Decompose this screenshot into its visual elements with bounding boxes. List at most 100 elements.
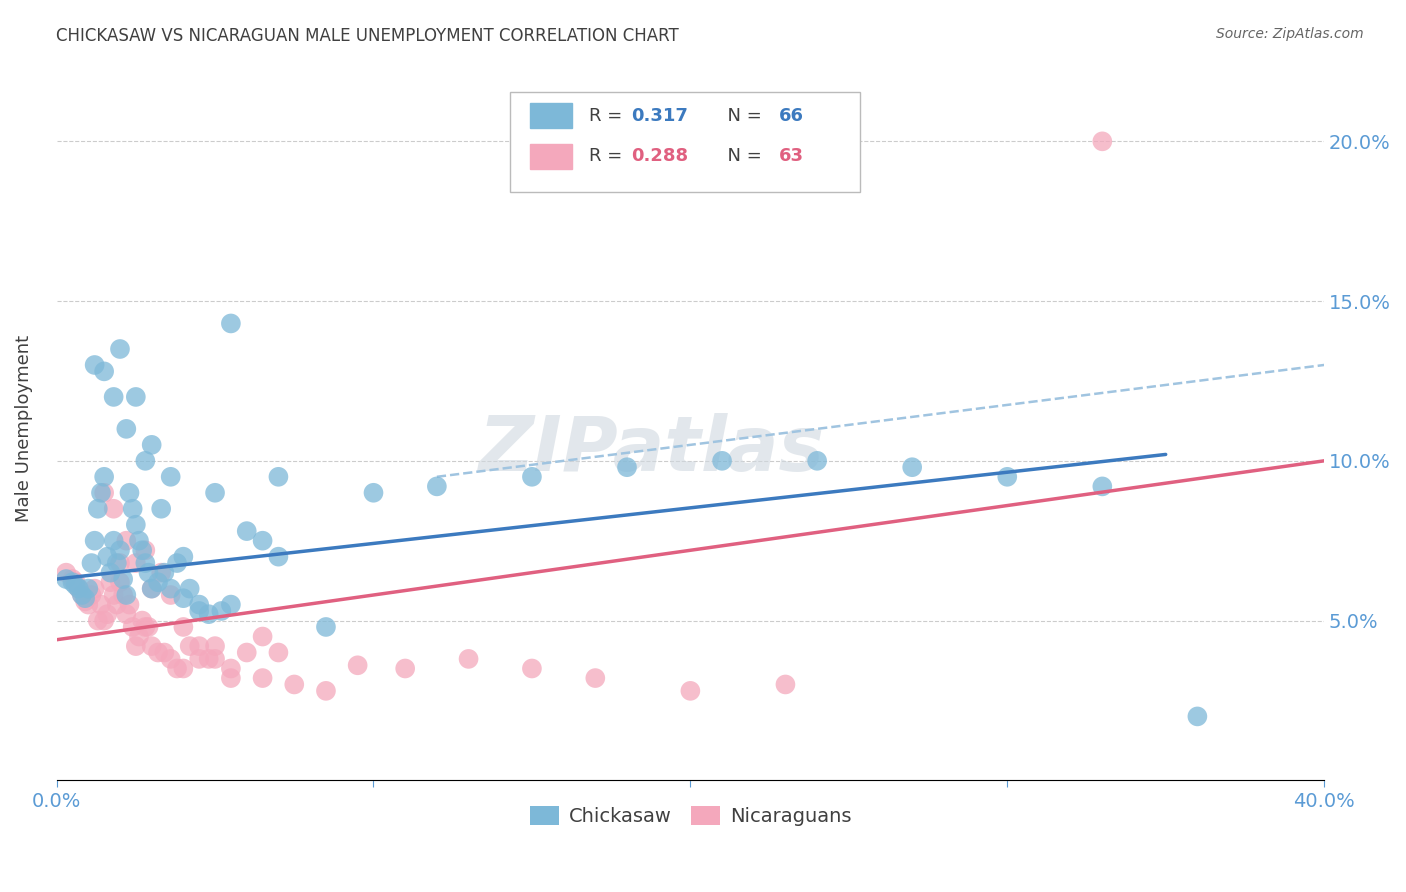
Point	[315, 620, 337, 634]
Text: R =: R =	[589, 147, 628, 165]
Point	[112, 588, 135, 602]
Point	[283, 677, 305, 691]
Point	[141, 438, 163, 452]
Text: N =: N =	[716, 107, 768, 125]
Point	[108, 342, 131, 356]
Y-axis label: Male Unemployment: Male Unemployment	[15, 335, 32, 523]
Point	[188, 652, 211, 666]
Point	[103, 588, 125, 602]
Point	[209, 604, 232, 618]
Point	[1091, 134, 1114, 148]
Point	[90, 485, 112, 500]
Point	[83, 533, 105, 548]
Point	[100, 566, 122, 580]
Point	[1187, 709, 1209, 723]
Point	[315, 683, 337, 698]
Point	[141, 582, 163, 596]
Point	[131, 543, 153, 558]
Point	[146, 575, 169, 590]
Point	[172, 549, 194, 564]
Point	[159, 470, 181, 484]
Point	[131, 614, 153, 628]
Point	[204, 652, 226, 666]
Text: 66: 66	[779, 107, 804, 125]
Point	[80, 556, 103, 570]
Point	[62, 575, 84, 590]
Text: Source: ZipAtlas.com: Source: ZipAtlas.com	[1216, 27, 1364, 41]
Point	[115, 607, 138, 622]
Point	[67, 582, 90, 596]
Point	[179, 639, 201, 653]
Point	[115, 588, 138, 602]
Point	[87, 501, 110, 516]
Point	[108, 556, 131, 570]
Point	[267, 549, 290, 564]
Point	[1091, 479, 1114, 493]
Text: 0.317: 0.317	[631, 107, 688, 125]
Text: ZIPatlas: ZIPatlas	[479, 413, 825, 487]
Point	[105, 598, 128, 612]
Point	[219, 317, 242, 331]
Point	[65, 575, 87, 590]
Point	[711, 454, 734, 468]
Point	[70, 588, 93, 602]
Point	[55, 566, 77, 580]
Point	[901, 460, 924, 475]
Point	[77, 582, 100, 596]
Point	[115, 422, 138, 436]
Point	[267, 470, 290, 484]
Point	[679, 683, 702, 698]
Point	[128, 630, 150, 644]
Point	[121, 501, 143, 516]
Point	[159, 582, 181, 596]
Point	[775, 677, 797, 691]
Point	[75, 591, 97, 606]
Point	[188, 604, 211, 618]
Point	[583, 671, 606, 685]
Point	[616, 460, 638, 475]
Point	[219, 671, 242, 685]
Point	[134, 543, 156, 558]
Point	[125, 390, 148, 404]
Point	[204, 639, 226, 653]
Point	[77, 598, 100, 612]
Point	[150, 501, 173, 516]
Point	[83, 358, 105, 372]
Point	[134, 454, 156, 468]
Point	[103, 501, 125, 516]
Point	[70, 588, 93, 602]
Point	[146, 646, 169, 660]
Point	[159, 652, 181, 666]
Point	[235, 524, 257, 538]
Point	[172, 591, 194, 606]
Point	[100, 575, 122, 590]
Point	[128, 533, 150, 548]
Point	[197, 652, 219, 666]
Point	[188, 639, 211, 653]
Point	[75, 594, 97, 608]
Point	[166, 661, 188, 675]
Point	[520, 661, 543, 675]
Point	[93, 364, 115, 378]
Point	[93, 470, 115, 484]
Point	[67, 582, 90, 596]
Point	[138, 620, 160, 634]
Point	[219, 598, 242, 612]
Point	[121, 620, 143, 634]
Text: CHICKASAW VS NICARAGUAN MALE UNEMPLOYMENT CORRELATION CHART: CHICKASAW VS NICARAGUAN MALE UNEMPLOYMEN…	[56, 27, 679, 45]
Point	[103, 390, 125, 404]
Point	[96, 549, 118, 564]
Point	[125, 639, 148, 653]
Point	[188, 598, 211, 612]
Point	[172, 620, 194, 634]
Point	[141, 639, 163, 653]
Point	[426, 479, 449, 493]
Point	[172, 661, 194, 675]
Point	[995, 470, 1018, 484]
Point	[252, 630, 274, 644]
Point	[108, 543, 131, 558]
Point	[118, 598, 141, 612]
Point	[153, 646, 176, 660]
Point	[96, 607, 118, 622]
Point	[105, 556, 128, 570]
